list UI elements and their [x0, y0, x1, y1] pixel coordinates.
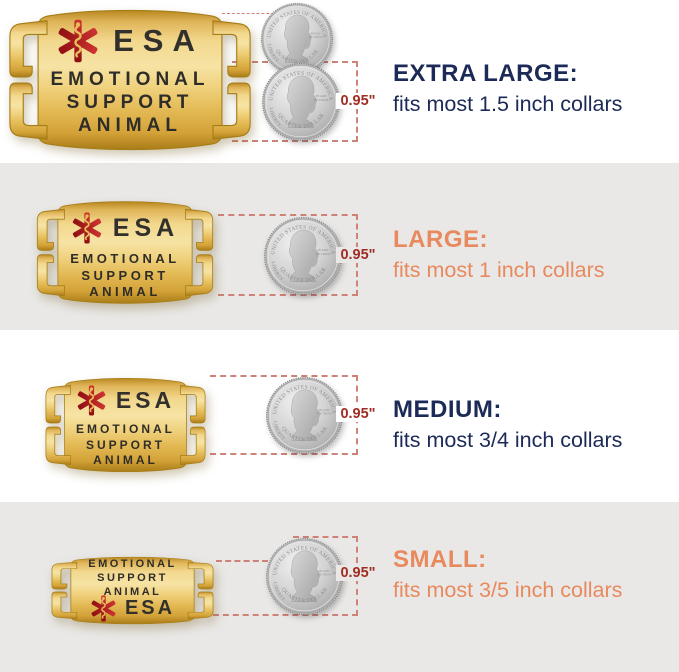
measurement-label: 0.95" [336, 406, 380, 422]
measurement-line [222, 13, 284, 14]
esa-tag-extra-large: ESA EMOTIONAL SUPPORT ANIMAL [4, 4, 256, 156]
size-description: fits most 3/5 inch collars [393, 578, 623, 602]
size-info-medium: MEDIUM: fits most 3/4 inch collars [393, 396, 622, 453]
plate-header: ESA [48, 593, 217, 623]
plate-engraving: EMOTIONAL SUPPORT ANIMAL [33, 251, 217, 301]
size-title: LARGE: [393, 226, 488, 253]
measurement-line [293, 536, 358, 538]
plate-line: ANIMAL [89, 284, 161, 299]
quarter-coin [263, 216, 343, 296]
quarter-coin [265, 376, 344, 455]
size-info-large: LARGE: fits most 1 inch collars [393, 226, 604, 283]
plate-header: ESA [33, 210, 217, 246]
star-of-life-icon [90, 594, 117, 622]
star-of-life-icon [56, 19, 100, 63]
plate-line: EMOTIONAL [70, 251, 180, 266]
plate-line: SUPPORT [85, 437, 165, 452]
plate-line: SUPPORT [81, 267, 169, 283]
plate-line: ANIMAL [78, 115, 182, 136]
plate-engraving: EMOTIONAL SUPPORT ANIMAL [48, 557, 217, 599]
size-title: SMALL: [393, 546, 487, 573]
measurement-line [203, 614, 358, 616]
plate-line: EMOTIONAL [76, 422, 175, 436]
plate-esa-text: ESA [113, 23, 204, 58]
plate-esa-text: ESA [115, 386, 176, 413]
measurement-label: 0.95" [336, 247, 380, 263]
measurement-line [218, 294, 358, 296]
measurement-label: 0.95" [336, 565, 380, 581]
measurement-line [232, 140, 358, 142]
size-info-small: SMALL: fits most 3/5 inch collars [393, 546, 622, 603]
esa-tag-large: ESA EMOTIONAL SUPPORT ANIMAL [33, 197, 217, 308]
measurement-line [210, 453, 358, 455]
measurement-line [218, 214, 358, 216]
plate-esa-text: ESA [124, 596, 176, 619]
star-of-life-icon [71, 212, 103, 244]
esa-tag-medium: ESA EMOTIONAL SUPPORT ANIMAL [42, 374, 209, 476]
quarter-coin [265, 537, 344, 616]
plate-line: EMOTIONAL [88, 558, 177, 570]
measurement-line [216, 560, 268, 562]
plate-header: ESA [4, 18, 256, 64]
size-title: MEDIUM: [393, 396, 502, 423]
plate-line: SUPPORT [97, 572, 168, 584]
plate-engraving: EMOTIONAL SUPPORT ANIMAL [42, 422, 209, 469]
plate-line: ANIMAL [103, 586, 162, 598]
size-description: fits most 1 inch collars [393, 258, 605, 282]
size-description: fits most 1.5 inch collars [393, 92, 623, 116]
plate-engraving: EMOTIONAL SUPPORT ANIMAL [4, 68, 256, 137]
plate-line: SUPPORT [66, 92, 194, 113]
measurement-label: 0.95" [336, 93, 380, 109]
plate-esa-text: ESA [112, 213, 180, 242]
measurement-line [210, 375, 358, 377]
esa-tag-small: EMOTIONAL SUPPORT ANIMAL ESA [48, 554, 217, 627]
size-info-extra-large: EXTRA LARGE: fits most 1.5 inch collars [393, 60, 622, 117]
plate-line: ANIMAL [93, 453, 158, 467]
size-description: fits most 3/4 inch collars [393, 428, 623, 452]
plate-line: EMOTIONAL [50, 69, 210, 90]
plate-header: ESA [42, 383, 209, 417]
size-title: EXTRA LARGE: [393, 60, 579, 87]
quarter-coin [261, 62, 341, 142]
star-of-life-icon [76, 384, 107, 416]
